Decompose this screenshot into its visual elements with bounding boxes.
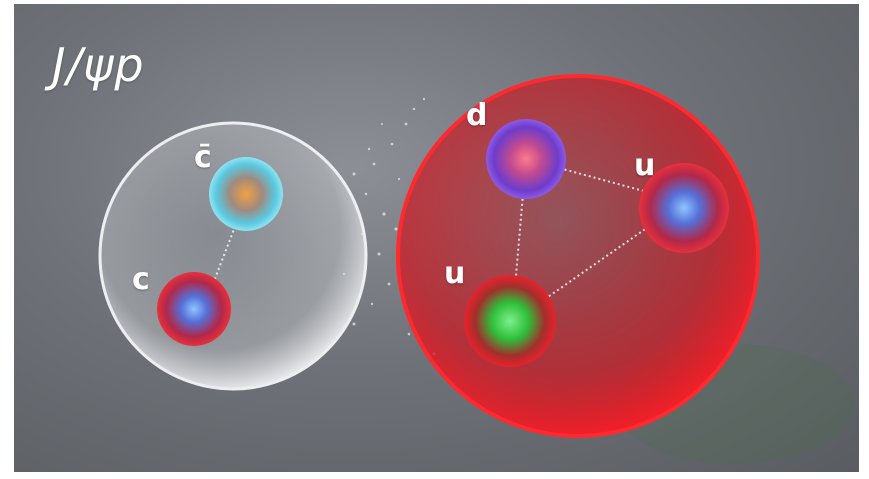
title: J/ψp: [52, 38, 145, 92]
label-up-right: u: [634, 148, 656, 183]
particle-cloud: [342, 97, 436, 356]
quark-charm: [157, 272, 231, 346]
meson-gluon-string: [205, 197, 247, 303]
label-anticharm: c̄: [194, 140, 212, 175]
quark-anticharm: [209, 157, 283, 231]
label-charm: c: [132, 262, 150, 297]
quark-down: [486, 119, 566, 199]
label-down: d: [466, 98, 488, 133]
quark-up-right: [639, 163, 729, 253]
scene-background: J/ψp c̄ c d u u: [14, 4, 859, 472]
label-up-left: u: [444, 256, 466, 291]
quark-up-left: [464, 275, 556, 367]
particle-illustration: [98, 74, 854, 464]
